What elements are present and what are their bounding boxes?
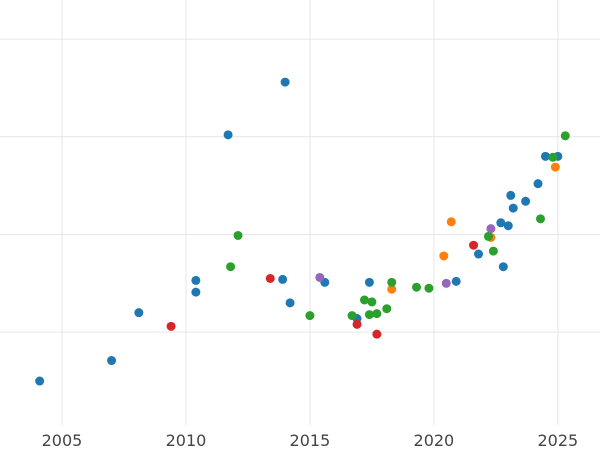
data-point xyxy=(226,262,236,272)
x-tick-label: 2015 xyxy=(290,431,331,450)
data-point xyxy=(424,283,434,293)
data-point xyxy=(540,151,550,161)
data-point xyxy=(451,276,461,286)
data-point xyxy=(550,162,560,172)
data-point xyxy=(367,297,377,307)
data-point xyxy=(486,224,496,234)
data-point xyxy=(560,131,570,141)
data-point xyxy=(521,196,531,206)
data-point xyxy=(446,217,456,227)
data-point xyxy=(233,230,243,240)
data-point xyxy=(372,329,382,339)
data-points xyxy=(35,77,570,386)
data-point xyxy=(191,287,201,297)
data-point xyxy=(278,274,288,284)
data-point xyxy=(508,203,518,213)
x-axis-ticks: 2005 2010 2015 2020 2025 xyxy=(42,431,579,450)
data-point xyxy=(107,356,117,366)
data-point xyxy=(364,277,374,287)
x-tick-label: 2020 xyxy=(414,431,455,450)
data-point xyxy=(35,376,45,386)
data-point xyxy=(412,282,422,292)
data-point xyxy=(352,319,362,329)
data-point xyxy=(382,304,392,314)
data-point xyxy=(372,309,382,319)
data-point xyxy=(548,152,558,162)
data-point xyxy=(469,240,479,250)
data-point xyxy=(506,190,516,200)
x-tick-label: 2005 xyxy=(42,431,83,450)
data-point xyxy=(439,251,449,261)
data-point xyxy=(533,179,543,189)
data-point xyxy=(498,262,508,272)
data-point xyxy=(315,272,325,282)
x-tick-label: 2010 xyxy=(166,431,207,450)
data-point xyxy=(265,273,275,283)
x-tick-label: 2025 xyxy=(537,431,578,450)
data-point xyxy=(223,130,233,140)
data-point xyxy=(488,246,498,256)
data-point xyxy=(483,231,493,241)
data-point xyxy=(387,284,397,294)
data-point xyxy=(364,310,374,320)
data-point xyxy=(280,77,290,87)
data-point xyxy=(496,218,506,228)
data-point xyxy=(535,214,545,224)
data-point xyxy=(285,298,295,308)
data-point xyxy=(474,249,484,259)
data-point xyxy=(134,308,144,318)
data-point xyxy=(166,321,176,331)
data-point xyxy=(347,311,357,321)
data-point xyxy=(305,311,315,321)
gridlines xyxy=(0,0,600,425)
data-point xyxy=(503,221,513,231)
data-point xyxy=(359,295,369,305)
data-point xyxy=(387,277,397,287)
data-point xyxy=(441,278,451,288)
data-point xyxy=(191,275,201,285)
